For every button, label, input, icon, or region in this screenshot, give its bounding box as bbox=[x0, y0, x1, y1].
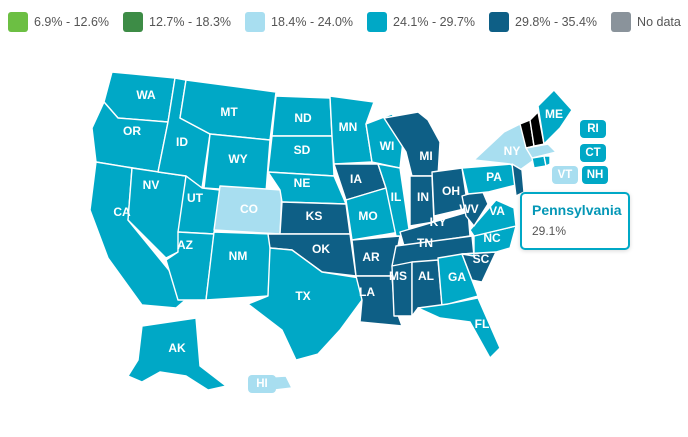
legend-label-2: 12.7% - 18.3% bbox=[149, 15, 232, 29]
state-MS[interactable] bbox=[391, 261, 413, 317]
state-CO[interactable] bbox=[213, 185, 283, 235]
legend-label-5: 29.8% - 35.4% bbox=[515, 15, 598, 29]
state-PA[interactable] bbox=[461, 163, 521, 195]
state-badge-VT[interactable]: VT bbox=[552, 166, 578, 184]
state-WY[interactable] bbox=[203, 133, 271, 193]
state-ME[interactable] bbox=[537, 89, 573, 145]
legend-item-2[interactable]: 12.7% - 18.3% bbox=[123, 12, 231, 32]
state-AK[interactable] bbox=[127, 317, 227, 391]
state-FL[interactable] bbox=[417, 297, 501, 359]
legend-item-4[interactable]: 24.1% - 29.7% bbox=[367, 12, 475, 32]
legend-item-1[interactable]: 6.9% - 12.6% bbox=[8, 12, 109, 32]
state-RI[interactable] bbox=[543, 155, 551, 167]
state-label-HI: HI bbox=[256, 378, 268, 390]
state-tooltip: Pennsylvania 29.1% bbox=[520, 192, 630, 250]
state-badge-label-RI: RI bbox=[587, 123, 599, 135]
state-KS[interactable] bbox=[279, 201, 351, 235]
state-OH[interactable] bbox=[431, 167, 469, 217]
state-badge-label-VT: VT bbox=[557, 169, 573, 181]
legend-label-1: 6.9% - 12.6% bbox=[34, 15, 110, 29]
state-badge-label-CT: CT bbox=[585, 147, 601, 159]
state-ND[interactable] bbox=[271, 95, 333, 137]
state-IN[interactable] bbox=[409, 175, 435, 227]
state-badge-HI[interactable]: HI bbox=[248, 375, 276, 393]
legend-swatch-1 bbox=[8, 12, 28, 32]
legend-swatch-no-data bbox=[611, 12, 632, 32]
state-GA[interactable] bbox=[437, 253, 479, 307]
legend-swatch-5 bbox=[489, 12, 510, 32]
state-badge-label-NH: NH bbox=[586, 169, 604, 181]
state-TX[interactable] bbox=[247, 247, 363, 361]
legend-label-4: 24.1% - 29.7% bbox=[393, 15, 476, 29]
tooltip-value: 29.1% bbox=[532, 224, 567, 238]
tooltip-state-name: Pennsylvania bbox=[532, 202, 622, 218]
legend-item-3[interactable]: 18.4% - 24.0% bbox=[245, 12, 353, 32]
state-badge-NH[interactable]: NH bbox=[582, 166, 608, 184]
legend-swatch-3 bbox=[245, 12, 266, 32]
state-SD[interactable] bbox=[267, 135, 335, 177]
state-MA[interactable] bbox=[525, 143, 557, 159]
state-KY[interactable] bbox=[399, 211, 471, 247]
legend-label-no-data: No data bbox=[637, 15, 681, 29]
map-legend: 6.9% - 12.6% 12.7% - 18.3% 18.4% - 24.0%… bbox=[8, 12, 688, 32]
state-badge-RI[interactable]: RI bbox=[580, 120, 606, 138]
state-MI[interactable] bbox=[383, 111, 441, 177]
legend-swatch-2 bbox=[123, 12, 144, 32]
legend-item-no-data[interactable]: No data bbox=[611, 12, 681, 32]
legend-item-5[interactable]: 29.8% - 35.4% bbox=[489, 12, 597, 32]
state-NM[interactable] bbox=[205, 231, 273, 301]
legend-swatch-4 bbox=[367, 12, 388, 32]
state-badge-CT[interactable]: CT bbox=[580, 144, 606, 162]
legend-label-3: 18.4% - 24.0% bbox=[271, 15, 354, 29]
state-VA[interactable] bbox=[469, 199, 517, 237]
